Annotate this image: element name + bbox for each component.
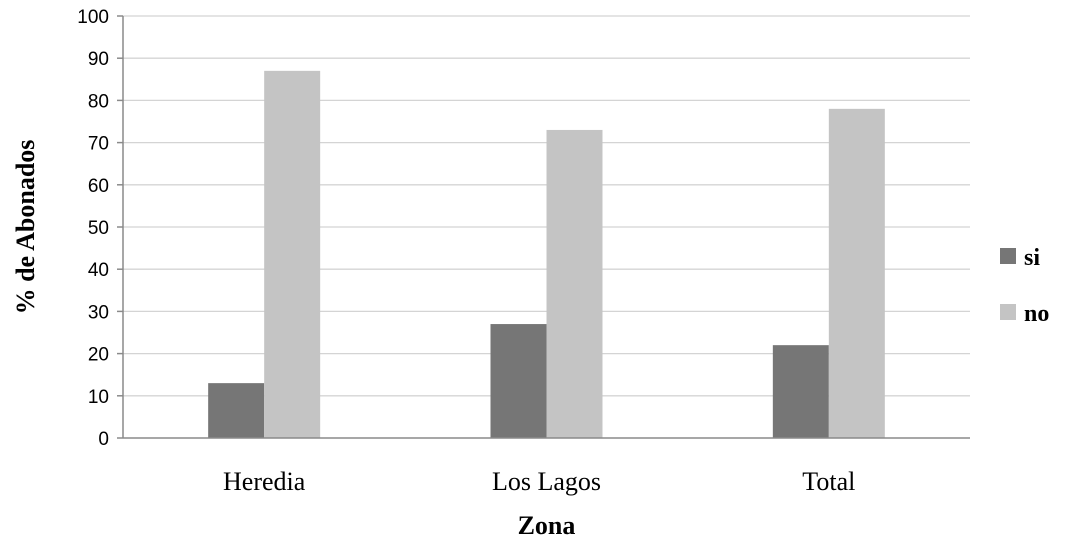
y-tick-label: 90 <box>88 49 109 70</box>
y-axis-title: % de Abonados <box>11 140 40 315</box>
bar-no-total <box>828 108 885 438</box>
bar-si-total <box>772 345 829 438</box>
legend-label-no: no <box>1024 301 1049 327</box>
legend-label-si: si <box>1024 245 1040 271</box>
bar-si-heredia <box>208 383 265 438</box>
y-tick-label: 70 <box>88 134 109 155</box>
bar-si-los-lagos <box>490 324 547 438</box>
x-axis-category-labels: Heredia Los Lagos Total <box>223 467 855 496</box>
legend-swatch-si <box>1000 248 1016 264</box>
y-tick-label: 80 <box>88 91 109 112</box>
x-axis-title: Zona <box>518 511 576 540</box>
x-category-label: Total <box>802 467 855 496</box>
y-tick-label: 20 <box>88 345 109 366</box>
legend: si no <box>1000 245 1049 327</box>
y-axis-ticks: 0 10 20 30 40 50 60 70 80 90 100 <box>77 7 123 450</box>
y-tick-label: 100 <box>77 7 109 28</box>
bar-no-los-lagos <box>546 129 603 438</box>
legend-swatch-no <box>1000 304 1016 320</box>
y-tick-label: 0 <box>98 429 109 450</box>
x-category-label: Los Lagos <box>492 467 601 496</box>
bars <box>208 70 885 439</box>
y-tick-label: 30 <box>88 302 109 323</box>
bar-no-heredia <box>264 70 321 439</box>
y-tick-label: 60 <box>88 176 109 197</box>
y-tick-label: 10 <box>88 387 109 408</box>
y-tick-label: 50 <box>88 218 109 239</box>
y-tick-label: 40 <box>88 260 109 281</box>
x-category-label: Heredia <box>223 467 306 496</box>
